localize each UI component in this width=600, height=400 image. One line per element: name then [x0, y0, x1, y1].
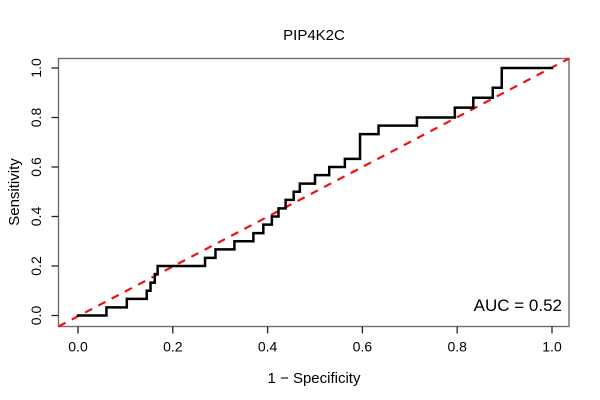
x-tick-label: 0.2: [163, 339, 183, 355]
x-tick-label: 1.0: [542, 339, 562, 355]
plot-box: [57, 57, 570, 328]
roc-curve-line: [76, 66, 554, 317]
x-tick-label: 0.4: [258, 339, 278, 355]
y-tick-label: 0.6: [28, 157, 44, 177]
chart-title: PIP4K2C: [283, 27, 345, 44]
y-tick-label: 0.2: [28, 256, 44, 276]
y-axis-label: Sensitivity: [6, 158, 23, 226]
x-axis-ticks: 0.0 0.2 0.4 0.6 0.8 1.0: [68, 326, 562, 355]
y-tick-label: 0.8: [28, 108, 44, 128]
x-tick-label: 0.8: [447, 339, 467, 355]
x-tick-label: 0.6: [353, 339, 373, 355]
y-tick-label: 0.0: [28, 306, 44, 326]
auc-annotation: AUC = 0.52: [474, 296, 562, 315]
x-tick-label: 0.0: [68, 339, 88, 355]
y-axis-ticks: 0.0 0.2 0.4 0.6 0.8 1.0: [28, 58, 59, 325]
chance-diagonal-line: [57, 57, 570, 328]
y-tick-label: 1.0: [28, 58, 44, 78]
y-tick-label: 0.4: [28, 207, 44, 227]
x-axis-label: 1 − Specificity: [268, 370, 361, 387]
